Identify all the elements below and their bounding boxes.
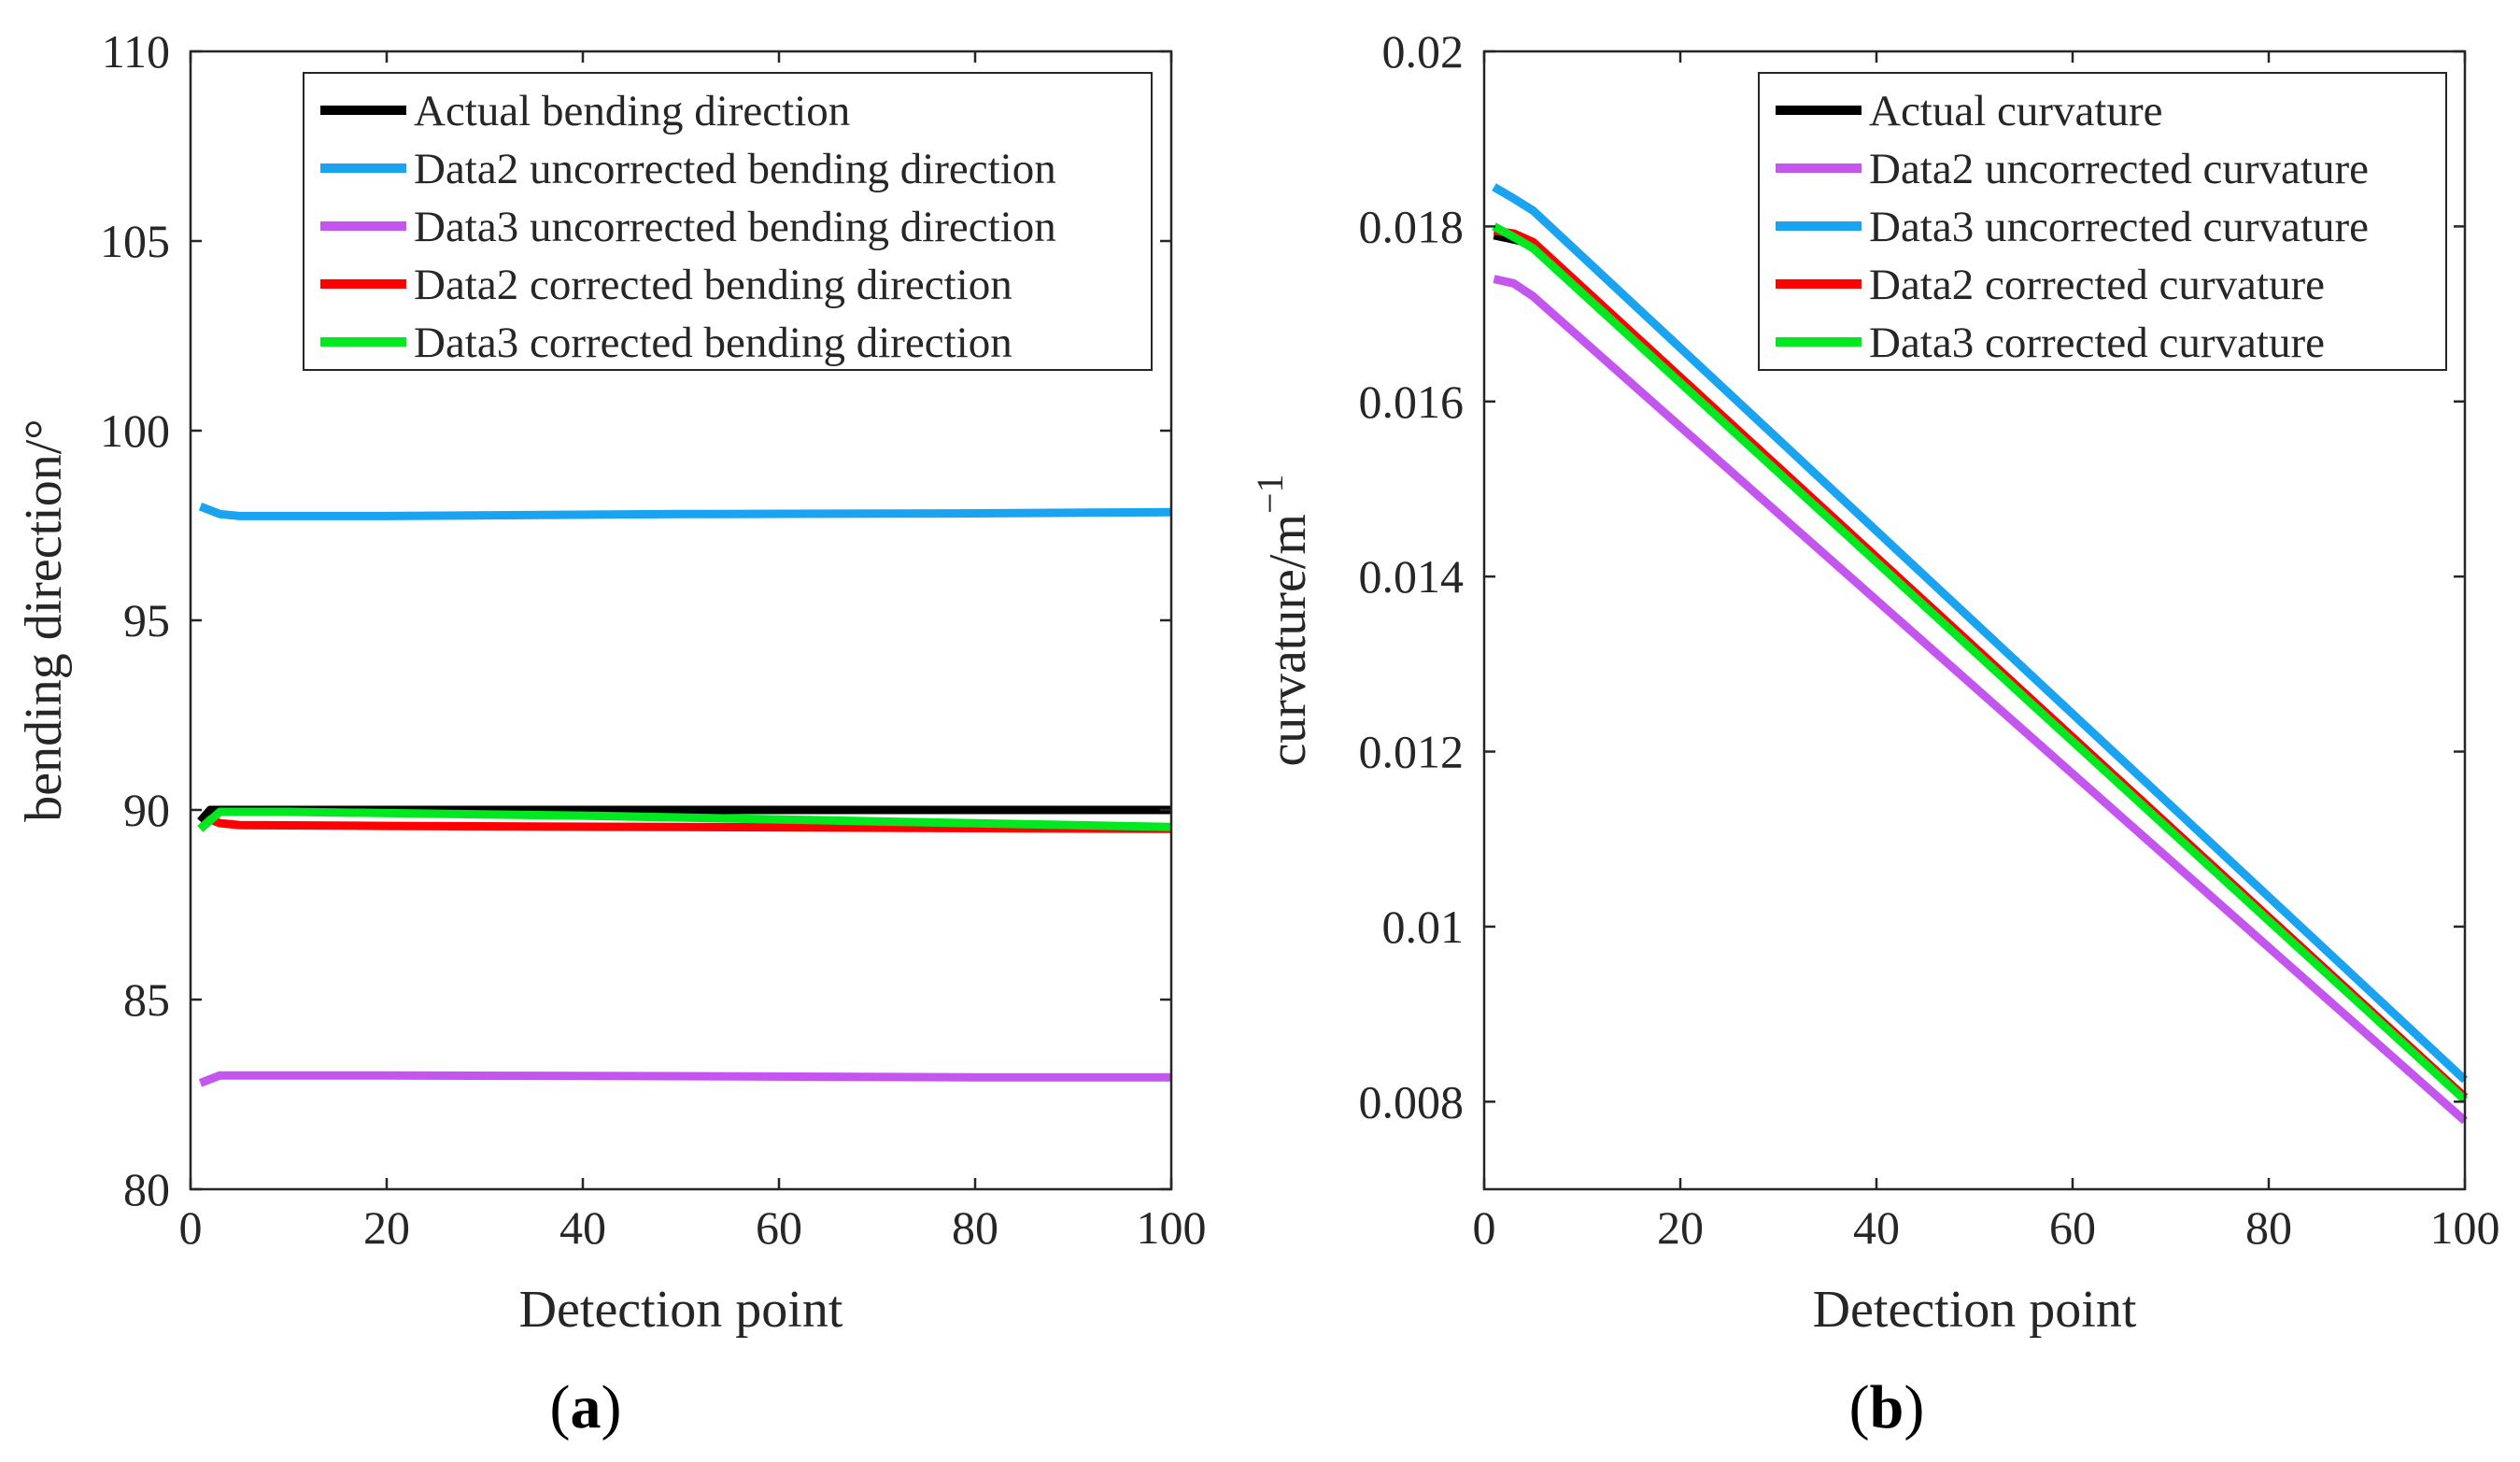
panel-b-axes-box	[1482, 50, 2467, 1191]
panel-b-series-3-line	[1492, 183, 2469, 1084]
panel-b-curvature: 0 20 40 60 80 100 0.008 0.01 0.012 0.014 0.016 0.01…	[1249, 25, 2500, 1441]
panel-a-y-tick-label: 80	[123, 1163, 170, 1215]
panel-b-y-tick-label: 0.012	[1359, 726, 1465, 778]
panel-a-series-3-line	[198, 1071, 1171, 1087]
panel-a-label: (a)	[550, 1373, 622, 1441]
panel-b-legend-label-5: Data3 corrected curvature	[1869, 319, 2325, 367]
panel-a-legend: Actual bending direction Data2 uncorrecte…	[303, 72, 1153, 371]
panel-b-x-tick-label: 80	[2245, 1201, 2292, 1254]
panel-a-series-2-line	[198, 503, 1172, 520]
panel-a-bending-direction: 0 20 40 60 80 100 80 85 90 95 100 105 110 Actual ben…	[15, 25, 1207, 1441]
panel-b-y-axis-label-main: curvature/m	[1259, 514, 1317, 767]
panel-a-y-tick-label: 100	[100, 405, 170, 457]
panel-a-ticks: 0 20 40 60 80 100 80 85 90 95 100 105 110	[100, 25, 1207, 1254]
panel-b-label: (b)	[1849, 1373, 1925, 1441]
panel-b-x-tick-label: 20	[1657, 1201, 1704, 1254]
panel-a-y-axis-label: bending direction/°	[15, 419, 73, 821]
panel-b-y-tick-label: 0.016	[1359, 376, 1465, 428]
panel-a-series-group	[197, 503, 1172, 1087]
panel-a-legend-box	[303, 72, 1153, 371]
panel-b-x-tick-label: 100	[2430, 1201, 2500, 1254]
panel-b-x-tick-label: 60	[2049, 1201, 2096, 1254]
panel-a-x-tick-label: 100	[1137, 1201, 1207, 1254]
panel-b-x-tick-label: 40	[1853, 1201, 1900, 1254]
panel-b-y-tick-label: 0.02	[1382, 25, 1465, 78]
panel-b-series-5-line	[1492, 222, 2469, 1103]
panel-a-x-tick-label: 60	[756, 1201, 802, 1254]
panel-a-legend-entries: Actual bending direction Data2 uncorrecte…	[320, 87, 1056, 367]
panel-a-x-tick-label: 80	[952, 1201, 998, 1254]
panel-b-ticks: 0 20 40 60 80 100 0.008 0.01 0.012 0.014 0.016 0.01…	[1359, 25, 2500, 1254]
panel-a-legend-label-5: Data3 corrected bending direction	[414, 319, 1012, 367]
panel-b-legend-box	[1758, 72, 2447, 371]
panel-b-y-tick-label: 0.008	[1359, 1075, 1465, 1128]
panel-b-series-group	[1492, 183, 2469, 1125]
panel-a-x-tick-label: 0	[179, 1201, 203, 1254]
panel-b-y-tick-label: 0.01	[1382, 901, 1465, 953]
panel-a-series-5-line	[197, 807, 1172, 832]
panel-a-y-tick-label: 105	[100, 215, 170, 267]
panel-a-y-tick-label: 95	[123, 594, 170, 646]
panel-a-x-axis-label: Detection point	[519, 1281, 843, 1339]
panel-b-y-axis-label-superscript: −1	[1249, 474, 1291, 514]
panel-b-legend-label-3: Data3 uncorrected curvature	[1869, 203, 2369, 251]
panel-a-y-tick-label: 110	[102, 25, 170, 78]
panel-a-y-tick-label: 90	[123, 784, 170, 836]
panel-b-y-tick-label: 0.014	[1359, 550, 1465, 603]
panel-a-y-tick-label: 85	[123, 973, 170, 1026]
panel-b-y-axis-label: curvature/m−1	[1249, 474, 1317, 766]
panel-a-x-tick-label: 40	[559, 1201, 606, 1254]
panel-b-legend-label-1: Actual curvature	[1869, 87, 2162, 135]
panel-b-legend-label-4: Data2 corrected curvature	[1869, 261, 2325, 309]
panel-a-legend-label-4: Data2 corrected bending direction	[414, 261, 1012, 309]
panel-b-series-2-line	[1493, 275, 2468, 1125]
panel-b-x-tick-label: 0	[1473, 1201, 1496, 1254]
panel-b-legend-label-2: Data2 uncorrected curvature	[1869, 145, 2369, 193]
panel-b-legend: Actual curvature Data2 uncorrected curvat…	[1758, 72, 2447, 371]
panel-b-y-tick-label: 0.018	[1359, 200, 1465, 252]
panel-a-legend-label-3: Data3 uncorrected bending direction	[414, 203, 1056, 251]
panel-b-x-axis-label: Detection point	[1813, 1281, 2137, 1339]
panel-a-series-1-line	[197, 805, 1171, 825]
panel-a-legend-label-2: Data2 uncorrected bending direction	[414, 145, 1056, 193]
panel-a-legend-label-1: Actual bending direction	[414, 87, 850, 135]
panel-b-legend-entries: Actual curvature Data2 uncorrected curvat…	[1776, 87, 2369, 367]
panel-a-x-tick-label: 20	[363, 1201, 410, 1254]
